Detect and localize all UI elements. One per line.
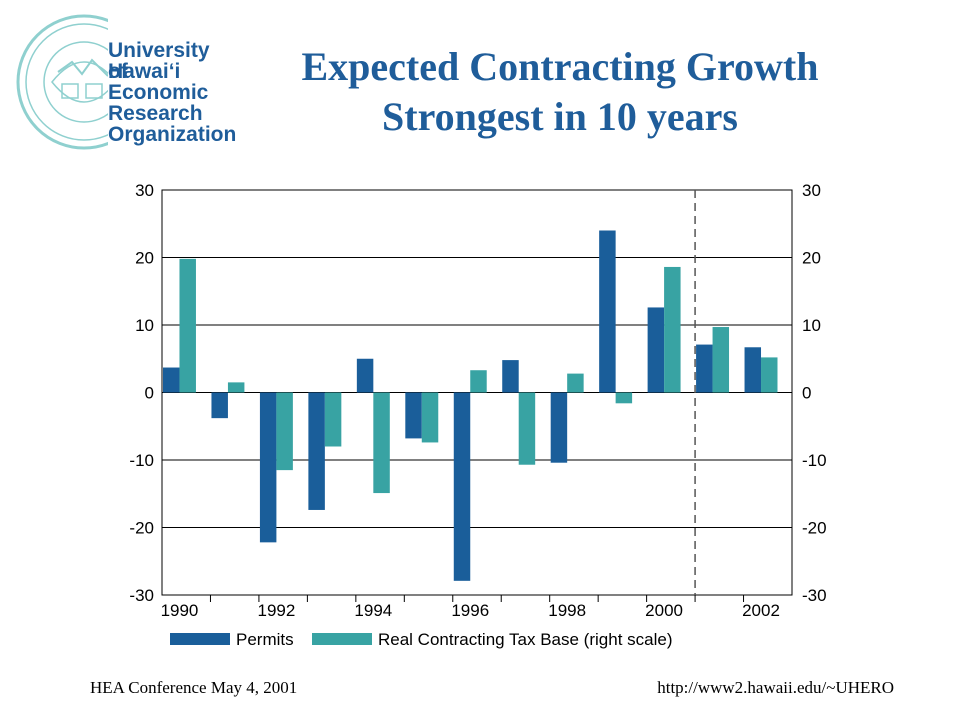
logo-line-2: Hawai‘i — [108, 60, 181, 83]
x-tick-label: 1996 — [451, 601, 489, 620]
bar-permits-1993 — [308, 392, 325, 510]
bar-permits-1996 — [453, 392, 471, 581]
legend-label-tax-base: Real Contracting Tax Base (right scale) — [378, 630, 673, 649]
x-tick-label: 1990 — [161, 601, 199, 620]
bar-permits-1994 — [356, 358, 374, 393]
bar-chart: 30 30 20 20 10 10 0 0 -10 -10 -20 -20 -30 -30 1990 1992… — [129, 181, 827, 649]
bar-tax-base-2001 — [712, 327, 730, 393]
y-tick-label-left: -20 — [129, 519, 154, 538]
slide-title-line-2: Strongest in 10 years — [382, 94, 738, 139]
bar-tax-base-1997 — [518, 392, 536, 465]
bar-permits-1999 — [599, 230, 616, 393]
bar-tax-base-1995 — [421, 392, 439, 443]
bar-permits-2002 — [744, 347, 762, 393]
y-tick-label-right: 30 — [802, 181, 821, 200]
y-tick-label-left: 10 — [135, 316, 154, 335]
bar-tax-base-1999 — [615, 392, 633, 404]
legend-swatch-tax-base — [312, 633, 372, 645]
legend-swatch-permits — [170, 633, 230, 645]
y-tick-label-left: 20 — [135, 249, 154, 268]
bar-tax-base-1990 — [179, 258, 196, 393]
footer-conference: HEA Conference May 4, 2001 — [90, 678, 298, 697]
bar-tax-base-1993 — [324, 392, 342, 447]
x-tick-label: 2000 — [645, 601, 683, 620]
bar-tax-base-1994 — [373, 392, 390, 494]
bar-permits-1992 — [259, 392, 277, 543]
bar-tax-base-2000 — [664, 266, 681, 393]
y-tick-label-right: 20 — [802, 249, 821, 268]
y-tick-label-right: 0 — [802, 384, 811, 403]
legend-label-permits: Permits — [236, 630, 294, 649]
bar-permits-1997 — [502, 360, 519, 393]
y-tick-label-right: 10 — [802, 316, 821, 335]
uhero-seal-icon — [16, 14, 152, 150]
slide-title-line-1: Expected Contracting Growth — [301, 44, 819, 89]
logo-line-5: Organization — [108, 123, 237, 146]
bar-permits-1991 — [211, 392, 228, 419]
bar-tax-base-1998 — [567, 373, 584, 393]
bar-tax-base-2002 — [761, 357, 778, 393]
bar-permits-1995 — [405, 392, 422, 439]
bar-permits-2000 — [647, 307, 665, 393]
x-tick-label: 1994 — [354, 601, 392, 620]
bar-permits-1998 — [550, 392, 568, 463]
bar-tax-base-1996 — [470, 370, 487, 393]
bar-tax-base-1991 — [227, 382, 245, 393]
plot-frame — [161, 189, 793, 596]
y-tick-label-left: -10 — [129, 451, 154, 470]
y-tick-label-left: -30 — [129, 586, 154, 605]
logo-line-1: University of — [108, 39, 210, 83]
x-tick-label: 2002 — [742, 601, 780, 620]
y-tick-label-left: 30 — [135, 181, 154, 200]
uhero-logo: University of Hawai‘i Economic Research … — [12, 12, 236, 162]
y-tick-label-left: 0 — [145, 384, 154, 403]
y-tick-label-right: -10 — [802, 451, 827, 470]
y-tick-label-right: -30 — [802, 586, 827, 605]
logo-line-3: Economic — [108, 81, 209, 104]
bar-permits-1990 — [163, 367, 180, 393]
bar-permits-2001 — [696, 344, 713, 393]
y-tick-label-right: -20 — [802, 519, 827, 538]
footer-url[interactable]: http://www2.hawaii.edu/~UHERO — [657, 678, 894, 697]
x-tick-label: 1998 — [548, 601, 586, 620]
logo-line-4: Research — [108, 102, 203, 125]
bar-tax-base-1992 — [276, 392, 293, 471]
x-tick-label: 1992 — [257, 601, 295, 620]
